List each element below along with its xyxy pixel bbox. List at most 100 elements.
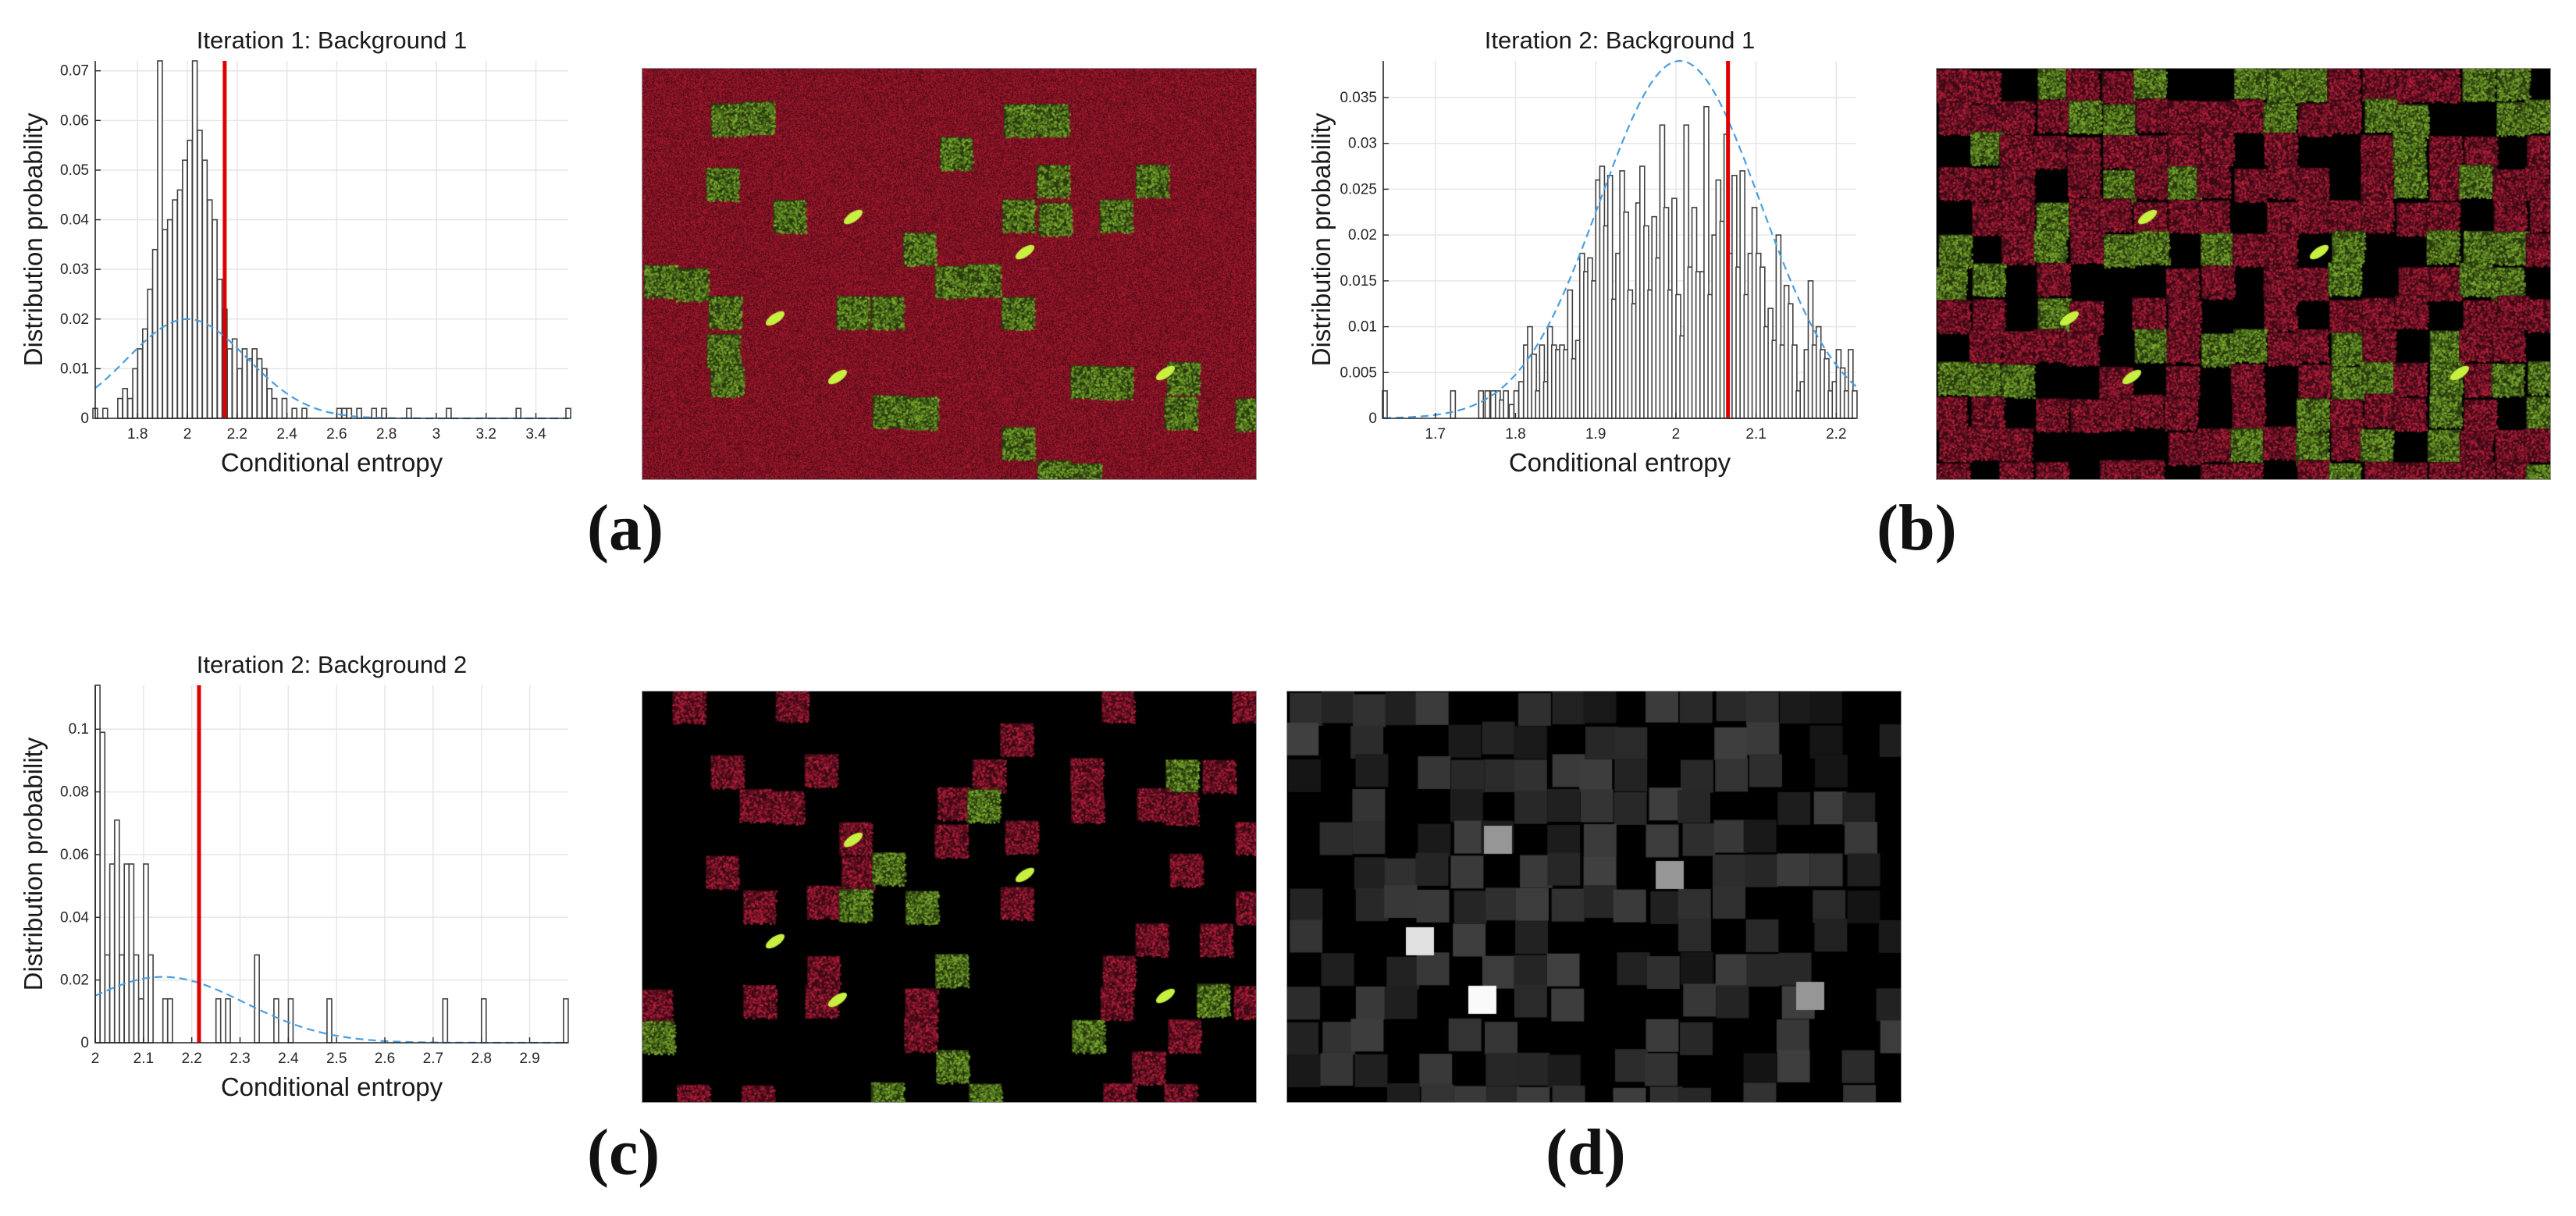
x-tick-label: 2.2 bbox=[227, 426, 247, 443]
histogram-bar bbox=[1508, 404, 1515, 419]
panel-label-a: (a) bbox=[587, 492, 664, 564]
y-tick-label: 0 bbox=[80, 411, 89, 427]
histogram-bar bbox=[254, 954, 260, 1044]
histogram-bar bbox=[1503, 389, 1509, 419]
histogram-bar bbox=[406, 407, 412, 419]
y-tick-label: 0.02 bbox=[60, 972, 89, 989]
histogram-bar bbox=[109, 863, 116, 1044]
y-tick-label: 0.04 bbox=[60, 212, 89, 229]
histogram-bar bbox=[226, 348, 233, 419]
histogram-bar bbox=[206, 199, 213, 419]
histogram-bar bbox=[137, 997, 144, 1044]
y-tick-label: 0.035 bbox=[1340, 90, 1377, 106]
histogram-bar bbox=[336, 407, 343, 419]
y-tick-label: 0.01 bbox=[60, 361, 89, 377]
histogram-bar bbox=[94, 684, 101, 1044]
histogram-bar bbox=[237, 368, 243, 419]
histogram-bar bbox=[212, 219, 218, 419]
x-tick-label: 2 bbox=[1672, 426, 1681, 443]
histogram-bar bbox=[341, 407, 347, 419]
histogram-bar bbox=[291, 407, 297, 419]
y-tick-label: 0.1 bbox=[69, 721, 89, 738]
chart-title: Iteration 2: Background 1 bbox=[1485, 27, 1755, 54]
histogram-bar bbox=[187, 139, 193, 419]
histogram-bar bbox=[1517, 381, 1525, 419]
histogram-bar bbox=[162, 997, 169, 1044]
x-tick-label: 2.6 bbox=[326, 426, 347, 443]
histogram-bar bbox=[101, 407, 109, 419]
y-tick-label: 0.03 bbox=[1348, 136, 1377, 152]
y-tick-label: 0.06 bbox=[60, 847, 89, 863]
histogram-bar bbox=[225, 997, 231, 1044]
y-tick-label: 0.05 bbox=[60, 162, 89, 179]
histogram-bar bbox=[231, 338, 238, 419]
x-tick-label: 2.3 bbox=[229, 1051, 250, 1067]
histogram-bar bbox=[246, 357, 253, 419]
fitted-distribution-curve bbox=[94, 976, 568, 1044]
histogram-bar bbox=[197, 130, 203, 419]
histogram-bar bbox=[281, 397, 288, 419]
histogram-bar bbox=[182, 159, 188, 419]
histogram-bar bbox=[251, 348, 258, 419]
histogram-bar bbox=[215, 997, 222, 1044]
x-tick-label: 2.1 bbox=[133, 1051, 154, 1067]
histogram-iteration2-background1: 1.7 1.8 1.9 2 2.1 2.2 0 0.005 0.01 0.015 0.02 0.025… bbox=[1288, 0, 1881, 500]
panel-label-d: (d) bbox=[1546, 1116, 1626, 1189]
histogram-bar bbox=[122, 388, 129, 419]
histogram-bar bbox=[563, 997, 569, 1044]
y-tick-label: 0.01 bbox=[1348, 319, 1377, 336]
x-tick-label: 1.9 bbox=[1585, 426, 1606, 443]
histogram-bar bbox=[442, 997, 449, 1044]
y-tick-label: 0.005 bbox=[1340, 364, 1377, 381]
x-tick-label: 3.2 bbox=[476, 426, 496, 443]
y-axis-label: Distribution probability bbox=[19, 112, 48, 366]
histogram-bar bbox=[147, 288, 153, 419]
x-axis-label: Conditional entropy bbox=[1509, 448, 1731, 477]
x-tick-label: 1.8 bbox=[1505, 426, 1525, 443]
histogram-bar bbox=[565, 407, 571, 419]
histogram-bar bbox=[104, 954, 111, 1044]
y-axis-label: Distribution probability bbox=[19, 737, 48, 990]
histogram-bar bbox=[273, 997, 279, 1044]
segmentation-image-iteration2-background1 bbox=[1936, 68, 2551, 480]
x-tick-label: 2.2 bbox=[181, 1051, 201, 1067]
x-tick-label: 2.8 bbox=[471, 1051, 491, 1067]
fitted-distribution-curve bbox=[1383, 59, 1857, 419]
x-tick-label: 2.9 bbox=[519, 1051, 539, 1067]
x-tick-label: 2.4 bbox=[276, 426, 297, 443]
x-tick-label: 2.2 bbox=[1826, 426, 1846, 443]
histogram-bar bbox=[1852, 389, 1858, 419]
histogram-bar bbox=[446, 407, 452, 419]
y-tick-label: 0.03 bbox=[60, 261, 89, 278]
histogram-bar bbox=[1478, 389, 1485, 419]
panel-label-b: (b) bbox=[1877, 492, 1957, 564]
x-tick-label: 2.8 bbox=[376, 426, 397, 443]
x-tick-label: 2.6 bbox=[375, 1051, 395, 1067]
y-tick-label: 0.07 bbox=[60, 63, 89, 80]
segmentation-image-iteration1 bbox=[642, 68, 1257, 480]
histogram-bar bbox=[167, 997, 173, 1044]
histogram-bar bbox=[119, 954, 125, 1044]
segmentation-image-iteration2-background2 bbox=[642, 691, 1257, 1103]
histogram-bar bbox=[271, 397, 278, 419]
histogram-bar bbox=[133, 954, 140, 1044]
histogram-bar bbox=[132, 368, 138, 419]
x-tick-label: 2.4 bbox=[278, 1051, 299, 1067]
y-tick-label: 0.04 bbox=[60, 909, 89, 926]
histogram-bar bbox=[157, 60, 163, 419]
histogram-bar bbox=[266, 388, 273, 419]
panel-label-c: (c) bbox=[587, 1116, 660, 1189]
histogram-bar bbox=[191, 60, 198, 419]
histogram-bar bbox=[114, 819, 120, 1044]
histogram-bar bbox=[216, 279, 223, 419]
x-tick-label: 2.5 bbox=[326, 1051, 347, 1067]
histogram-bar bbox=[1513, 389, 1520, 419]
histogram-iteration2-background2: 2 2.1 2.2 2.3 2.4 2.5 2.6 2.7 2.8 2.9 0 0.02 0.04 0.0… bbox=[0, 624, 593, 1124]
x-tick-label: 1.7 bbox=[1425, 426, 1446, 443]
histogram-bar bbox=[166, 219, 173, 419]
histogram-bar bbox=[201, 159, 208, 419]
y-tick-label: 0.025 bbox=[1340, 181, 1377, 197]
y-tick-label: 0.02 bbox=[1348, 227, 1377, 244]
histogram-bar bbox=[1484, 389, 1491, 419]
histogram-bar bbox=[137, 348, 144, 419]
